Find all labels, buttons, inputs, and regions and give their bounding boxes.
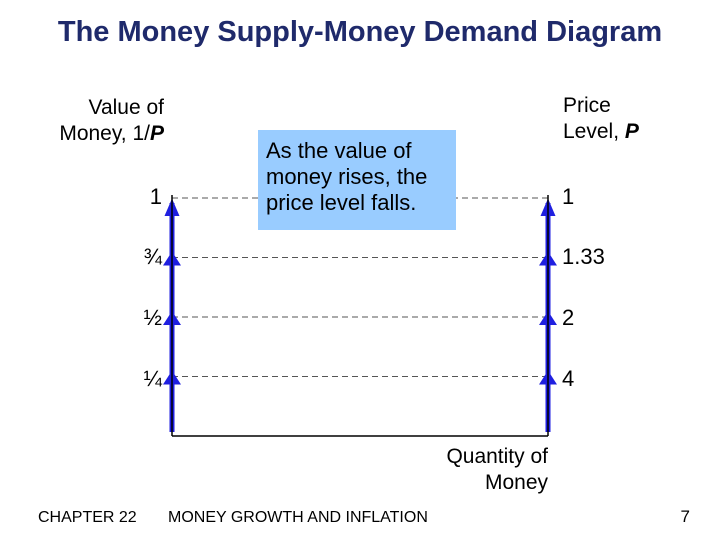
callout-line1: As the value of	[266, 138, 412, 163]
right-tick-2: 1.33	[562, 244, 605, 269]
left-tick-2: ¾	[143, 244, 162, 269]
slide-title: The Money Supply-Money Demand Diagram	[57, 16, 663, 48]
left-axis-variable: P	[149, 122, 164, 145]
right-axis-title-text: Level,	[563, 120, 625, 143]
right-tick-3: 2	[562, 305, 575, 330]
x-axis-title-line1: Quantity of	[446, 445, 548, 468]
left-tick-1: 1	[149, 184, 162, 209]
left-axis-title-line2: Money, 1/P	[59, 121, 164, 147]
footer-chapter: CHAPTER 22	[38, 509, 137, 526]
callout-line2: money rises, the	[266, 164, 428, 189]
left-axis-title-line1: Value of	[88, 96, 165, 119]
left-axis-title: Value of Money, 1/P	[59, 95, 164, 147]
x-axis-title: Quantity of Money	[400, 444, 548, 496]
x-axis-title-line2: Money	[484, 471, 548, 494]
left-axis-title-text: Money, 1/	[59, 122, 150, 145]
left-tick-4: ¼	[143, 366, 162, 391]
left-tick-3: ½	[143, 305, 162, 330]
footer-topic: MONEY GROWTH AND INFLATION	[168, 509, 428, 526]
page-number: 7	[680, 507, 690, 526]
right-tick-1: 1	[562, 184, 575, 209]
right-axis-variable: P	[624, 120, 639, 143]
callout-line3: price level falls.	[266, 190, 417, 215]
right-tick-4: 4	[562, 366, 575, 391]
right-axis-title: Price Level, P	[563, 93, 639, 145]
right-axis-title-line1: Price	[563, 94, 611, 117]
callout-box: As the value of money rises, the price l…	[258, 130, 456, 230]
right-axis-title-line2: Level, P	[563, 119, 639, 145]
